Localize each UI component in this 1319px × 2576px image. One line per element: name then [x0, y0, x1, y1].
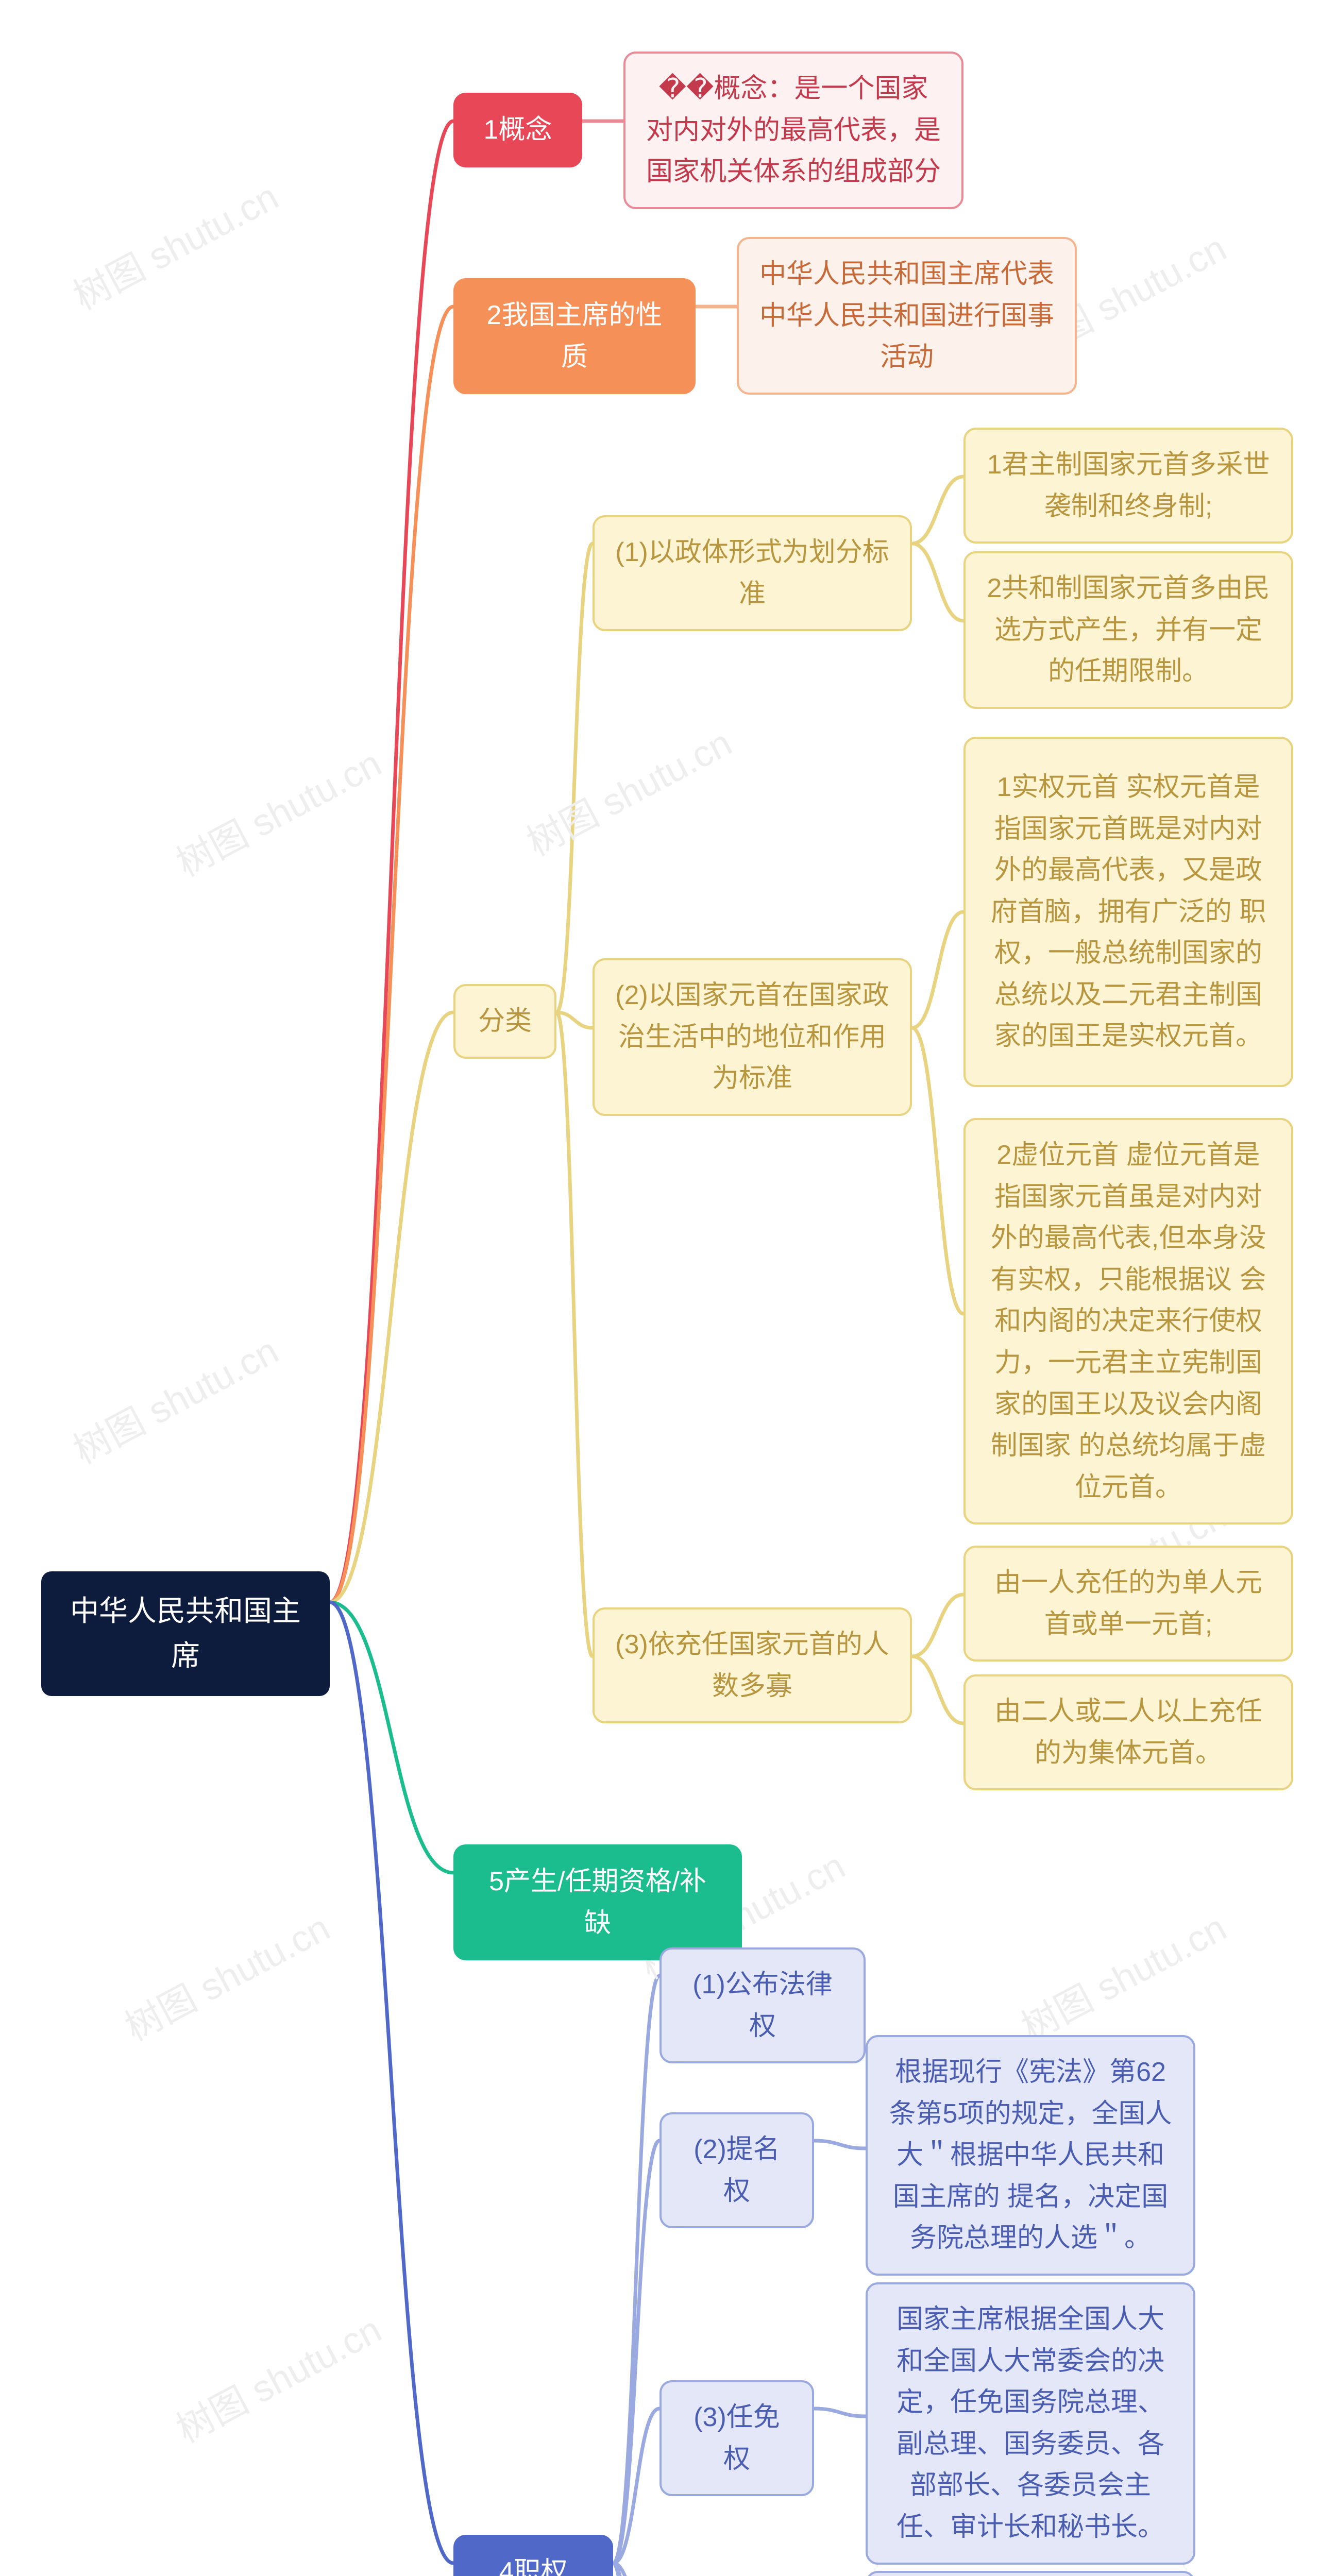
node-label: 中华人民共和国主席 [64, 1589, 307, 1679]
connector [613, 1976, 660, 2563]
node-n3[interactable]: 分类 [453, 984, 556, 1059]
watermark: 树图 shutu.cn [114, 1898, 337, 2051]
connector [912, 544, 963, 621]
node-n5[interactable]: 5产生/任期资格/补缺 [453, 1844, 742, 1960]
node-root[interactable]: 中华人民共和国主席 [41, 1571, 330, 1696]
node-label: 中华人民共和国主席代表中华人民共和国进行国事活动 [759, 253, 1054, 378]
node-label: 由一人充任的为单人元首或单一元首; [986, 1562, 1271, 1645]
node-label: 分类 [478, 1001, 532, 1042]
node-label: 1君主制国家元首多采世袭制和终身制; [986, 444, 1271, 527]
node-n3_2b[interactable]: 2虚位元首 虚位元首是指国家元首虽是对内对外的最高代表,但本身没有实权，只能根据… [963, 1118, 1293, 1524]
node-label: 2我国主席的性质 [476, 295, 673, 378]
connector [912, 477, 963, 544]
connector [613, 2563, 660, 2576]
mindmap-canvas: 树图 shutu.cn 树图 shutu.cn 树图 shutu.cn 树图 shut… [0, 0, 1319, 2576]
connector [556, 1012, 593, 1028]
node-n4_4a[interactable]: 国家主席根据全国人大和全国人大常委会的决定，发布特赦令，宣布进入紧急 状态，宣布… [866, 2571, 1195, 2576]
node-n3_3b[interactable]: 由二人或二人以上充任的为集体元首。 [963, 1674, 1293, 1790]
node-label: ��概念：是一个国家对内对外的最高代表，是国家机关体系的组成部分 [646, 68, 941, 193]
connector [330, 1602, 453, 1873]
node-n3_1b[interactable]: 2共和制国家元首多由民选方式产生，并有一定的任期限制。 [963, 551, 1293, 709]
node-n4_2[interactable]: (2)提名权 [660, 2112, 814, 2228]
connector [814, 2409, 866, 2416]
node-label: 4职权�� [476, 2551, 590, 2576]
node-n2a[interactable]: 中华人民共和国主席代表中华人民共和国进行国事活动 [737, 237, 1077, 395]
node-label: 国家主席根据全国人大和全国人大常委会的决定，任免国务院总理、副总理、国务委员、各… [888, 2299, 1173, 2548]
node-n3_3[interactable]: (3)依充任国家元首的人数多寡 [593, 1607, 912, 1723]
node-label: (3)任免权 [682, 2397, 791, 2480]
node-label: 1实权元首 实权元首是指国家元首既是对内对外的最高代表，又是政府首脑，拥有广泛的… [986, 767, 1271, 1057]
node-n4_3a[interactable]: 国家主席根据全国人大和全国人大常委会的决定，任免国务院总理、副总理、国务委员、各… [866, 2282, 1195, 2565]
connector [912, 912, 963, 1028]
node-label: 由二人或二人以上充任的为集体元首。 [986, 1691, 1271, 1774]
connector [556, 1012, 593, 1656]
connector [613, 2563, 660, 2576]
connector [613, 2409, 660, 2563]
connector [330, 307, 453, 1602]
watermark: 树图 shutu.cn [1010, 1898, 1234, 2051]
node-label: 1概念 [484, 109, 552, 151]
connector [556, 544, 593, 1012]
connector [330, 1602, 453, 2563]
node-label: 根据现行《宪法》第62条第5项的规定，全国人大＂根据中华人民共和国主席的 提名，… [888, 2052, 1173, 2259]
node-label: (2)以国家元首在国家政治生活中的地位和作用为标准 [615, 975, 889, 1099]
node-n1a[interactable]: ��概念：是一个国家对内对外的最高代表，是国家机关体系的组成部分 [623, 52, 963, 209]
node-label: (1)以政体形式为划分标准 [615, 532, 889, 615]
node-n4[interactable]: 4职权�� [453, 2535, 613, 2576]
node-label: (2)提名权 [682, 2129, 791, 2212]
node-label: (1)公布法律权 [682, 1964, 843, 2047]
node-n1[interactable]: 1概念 [453, 93, 582, 167]
watermark: 树图 shutu.cn [516, 713, 739, 866]
node-label: 5产生/任期资格/补缺 [476, 1861, 719, 1944]
node-n4_2a[interactable]: 根据现行《宪法》第62条第5项的规定，全国人大＂根据中华人民共和国主席的 提名，… [866, 2035, 1195, 2276]
node-n3_2a[interactable]: 1实权元首 实权元首是指国家元首既是对内对外的最高代表，又是政府首脑，拥有广泛的… [963, 737, 1293, 1087]
connector [613, 2141, 660, 2563]
node-n2[interactable]: 2我国主席的性质 [453, 278, 696, 394]
connector [330, 121, 453, 1602]
node-n3_1a[interactable]: 1君主制国家元首多采世袭制和终身制; [963, 428, 1293, 544]
watermark: 树图 shutu.cn [62, 167, 286, 320]
connector [814, 2141, 866, 2148]
connector [330, 1012, 453, 1602]
node-label: 2共和制国家元首多由民选方式产生，并有一定的任期限制。 [986, 568, 1271, 692]
watermark: 树图 shutu.cn [165, 734, 389, 887]
node-n3_3a[interactable]: 由一人充任的为单人元首或单一元首; [963, 1546, 1293, 1662]
node-label: 2虚位元首 虚位元首是指国家元首虽是对内对外的最高代表,但本身没有实权，只能根据… [986, 1134, 1271, 1508]
node-n3_1[interactable]: (1)以政体形式为划分标准 [593, 515, 912, 631]
node-n4_1[interactable]: (1)公布法律权 [660, 1947, 866, 2063]
connector [912, 1028, 963, 1314]
node-n4_3[interactable]: (3)任免权 [660, 2380, 814, 2496]
watermark: 树图 shutu.cn [165, 2300, 389, 2453]
connector [912, 1656, 963, 1723]
connector [912, 1595, 963, 1656]
watermark: 树图 shutu.cn [62, 1321, 286, 1474]
connector [613, 2563, 660, 2576]
node-label: (3)依充任国家元首的人数多寡 [615, 1624, 889, 1707]
node-n3_2[interactable]: (2)以国家元首在国家政治生活中的地位和作用为标准 [593, 958, 912, 1116]
